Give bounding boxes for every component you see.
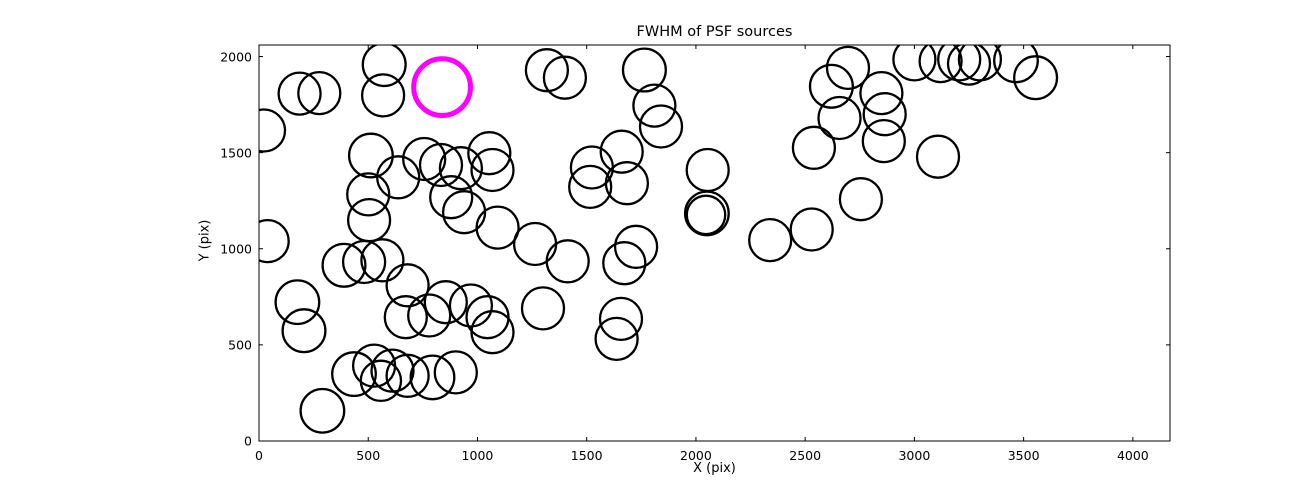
data-point-circle (524, 48, 570, 93)
x-tick-label: 1000 (461, 448, 494, 463)
data-point-circle (376, 155, 421, 200)
data-point-circle (957, 45, 1003, 82)
data-point-circle (604, 161, 650, 206)
data-point-circle (838, 177, 884, 222)
data-point-circle (409, 354, 456, 401)
data-point-circle (433, 350, 478, 395)
data-point-circle (808, 63, 854, 109)
x-tick-label: 0 (255, 448, 263, 463)
x-tick-label: 3000 (898, 448, 931, 463)
data-point-circle (470, 310, 515, 355)
x-tick-label: 2000 (680, 448, 712, 463)
data-point-circle (418, 142, 464, 188)
x-tick-label: 4000 (1116, 448, 1149, 463)
data-point-circle (407, 293, 452, 338)
x-tick-label: 1500 (570, 448, 603, 463)
data-point-circle (993, 45, 1039, 84)
y-tick-label: 0 (244, 433, 252, 449)
data-point-circle (685, 194, 727, 236)
data-point-circle (602, 241, 647, 286)
data-point-circle (598, 296, 644, 342)
data-point-circle (467, 131, 512, 176)
data-point-circle (632, 83, 677, 128)
data-point-circle (915, 134, 961, 179)
chart-title: FWHM of PSF sources (636, 24, 793, 40)
data-point-circle (385, 263, 430, 308)
data-point-circle (321, 242, 367, 288)
data-point-circle (542, 55, 588, 100)
x-axis-label: X (pix) (693, 461, 736, 476)
data-point-circle (429, 175, 474, 220)
data-point-circle (281, 308, 327, 354)
data-point-circle (346, 172, 391, 217)
data-point-circle (825, 45, 871, 91)
data-point-circle (520, 286, 566, 331)
data-point-circle (638, 104, 684, 149)
axes-frame (258, 44, 1171, 442)
data-point-circle (297, 70, 342, 116)
data-point-circle (470, 147, 515, 193)
x-tick-label: 3500 (1007, 448, 1040, 463)
data-point-circle (1013, 55, 1059, 101)
data-point-circle (568, 164, 613, 210)
data-point-circle (359, 359, 403, 403)
data-point-circle (347, 132, 394, 179)
data-point-circle (274, 279, 321, 326)
data-point-circle (259, 108, 287, 153)
data-point-circle (685, 147, 730, 193)
data-point-circle (360, 73, 406, 118)
y-tick-label: 500 (228, 337, 252, 353)
data-point-circle (438, 146, 484, 191)
data-point-circle (892, 45, 937, 82)
data-point-circle (360, 238, 405, 283)
data-point-circle (423, 280, 468, 325)
data-point-circle (946, 45, 992, 86)
data-point-circle (512, 221, 558, 267)
data-point-circle (346, 197, 392, 243)
data-point-circle (817, 95, 862, 141)
y-tick-label: 1000 (220, 241, 252, 257)
y-axis-label: Y (pix) (197, 219, 213, 262)
data-point-circle (545, 239, 590, 284)
data-point-circle (937, 45, 982, 82)
data-point-circle (791, 125, 837, 170)
y-tick-label: 2000 (220, 49, 252, 65)
data-point-circle (259, 218, 290, 264)
x-tick-label: 2500 (789, 448, 822, 463)
data-point-circle (621, 47, 667, 93)
data-point-circle (331, 351, 377, 398)
data-point-circle (859, 70, 904, 116)
data-point-circle (385, 353, 430, 398)
data-point-circle (383, 295, 428, 340)
data-point-circle (441, 190, 487, 235)
data-point-circle (599, 129, 644, 174)
data-point-circle (748, 217, 793, 263)
data-point-circle (789, 207, 834, 252)
data-point-circle (299, 387, 346, 434)
highlighted-source-circle (411, 56, 474, 118)
tick-marks (258, 45, 1170, 442)
y-tick-label: 1500 (220, 145, 252, 161)
data-point-circle (277, 71, 322, 116)
data-point-circle (402, 136, 447, 182)
data-point-circle (448, 283, 494, 328)
data-point-circle (475, 205, 520, 250)
data-point-circle (361, 45, 407, 88)
data-point-circle (594, 316, 639, 362)
x-tick-label: 500 (356, 448, 381, 463)
data-point-circle (613, 224, 659, 269)
data-point-circle (861, 118, 906, 164)
data-point-circle (341, 239, 387, 285)
data-point-circle (918, 45, 963, 84)
data-point-circle (862, 92, 907, 137)
